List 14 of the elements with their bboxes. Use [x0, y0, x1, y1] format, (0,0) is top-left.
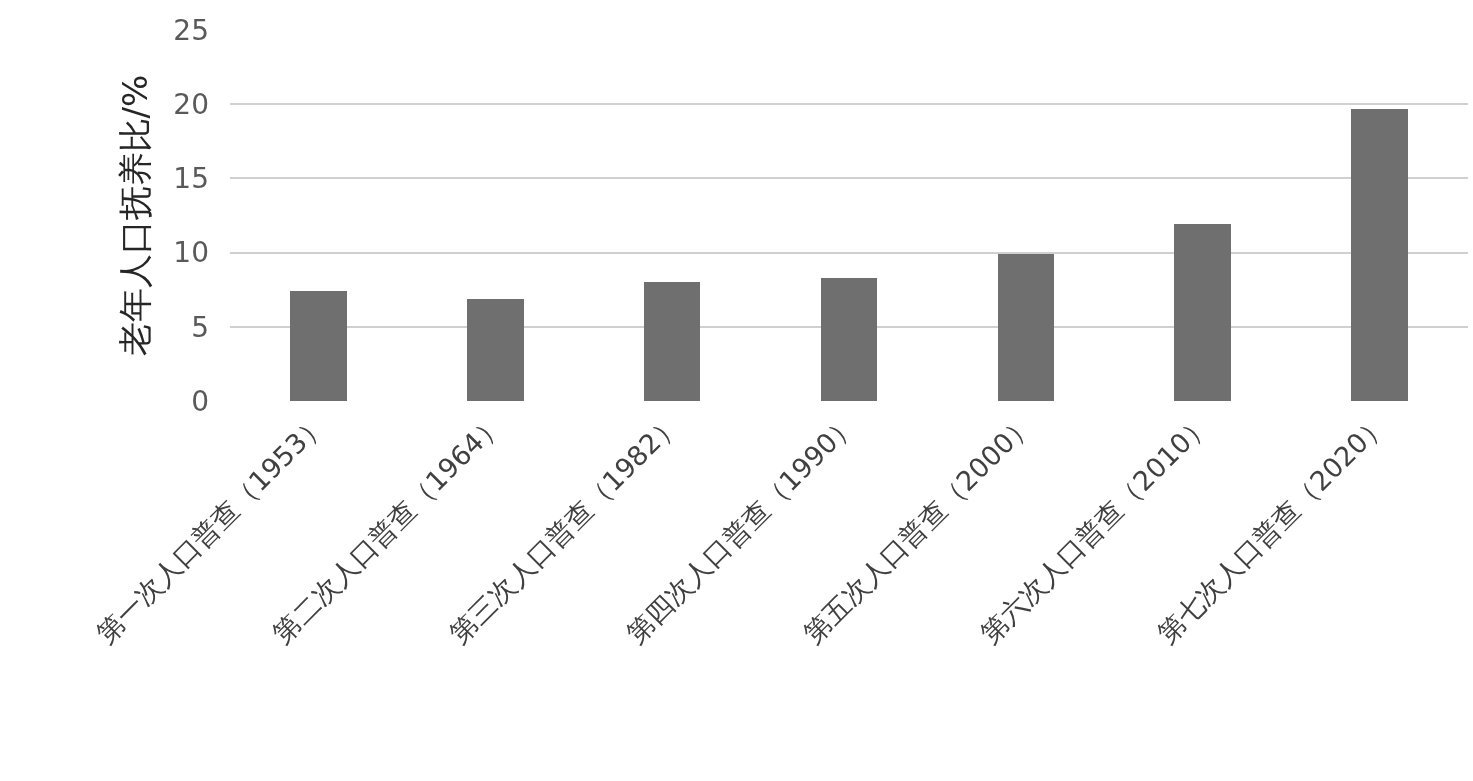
y-tick-label: 5 [191, 310, 209, 344]
bar [1174, 224, 1231, 401]
y-tick-label: 0 [191, 384, 209, 418]
y-tick-label: 20 [173, 88, 209, 121]
bar [644, 282, 700, 401]
bar [998, 254, 1054, 401]
y-tick-label: 10 [173, 236, 209, 270]
y-tick-label: 25 [173, 13, 209, 47]
y-axis-title: 老年人口抚养比/% [114, 74, 155, 357]
bar [1351, 109, 1408, 401]
bar [821, 278, 877, 401]
y-tick-label: 15 [173, 162, 209, 196]
bar [467, 299, 524, 401]
bar [290, 291, 347, 401]
